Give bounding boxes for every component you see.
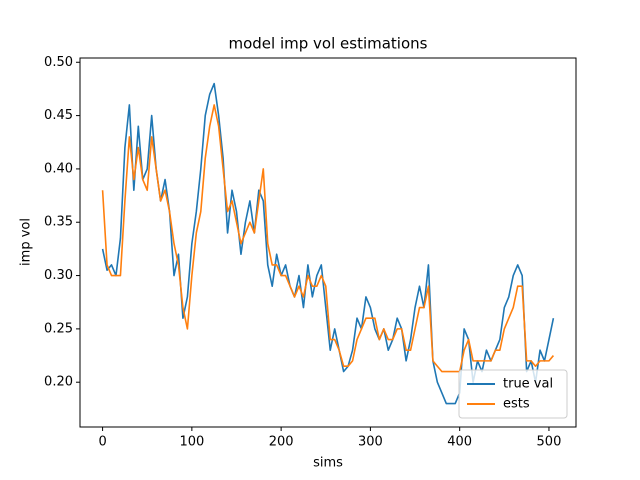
- x-tick-label: 500: [537, 435, 562, 450]
- series-line: [101, 104, 555, 373]
- chart-title: model imp vol estimations: [229, 35, 428, 53]
- legend-label: ests: [503, 397, 530, 412]
- y-tick-label: 0.45: [44, 108, 73, 123]
- y-axis-label: imp vol: [19, 218, 34, 266]
- y-tick-label: 0.40: [44, 161, 73, 176]
- y-tick-label: 0.35: [44, 215, 73, 230]
- y-tick-label: 0.50: [44, 55, 73, 70]
- x-tick-label: 400: [447, 435, 472, 450]
- x-tick-label: 200: [269, 435, 294, 450]
- x-axis-label: sims: [313, 456, 343, 471]
- series-line: [101, 82, 555, 405]
- legend-box: [458, 369, 568, 419]
- y-tick-label: 0.30: [44, 268, 73, 283]
- x-tick-label: 300: [358, 435, 383, 450]
- x-tick-label: 100: [179, 435, 204, 450]
- y-tick-label: 0.25: [44, 321, 73, 336]
- plot-frame: [79, 57, 577, 428]
- y-tick-label: 0.20: [44, 375, 73, 390]
- x-tick-label: 0: [98, 435, 106, 450]
- legend-label: true val: [503, 377, 553, 392]
